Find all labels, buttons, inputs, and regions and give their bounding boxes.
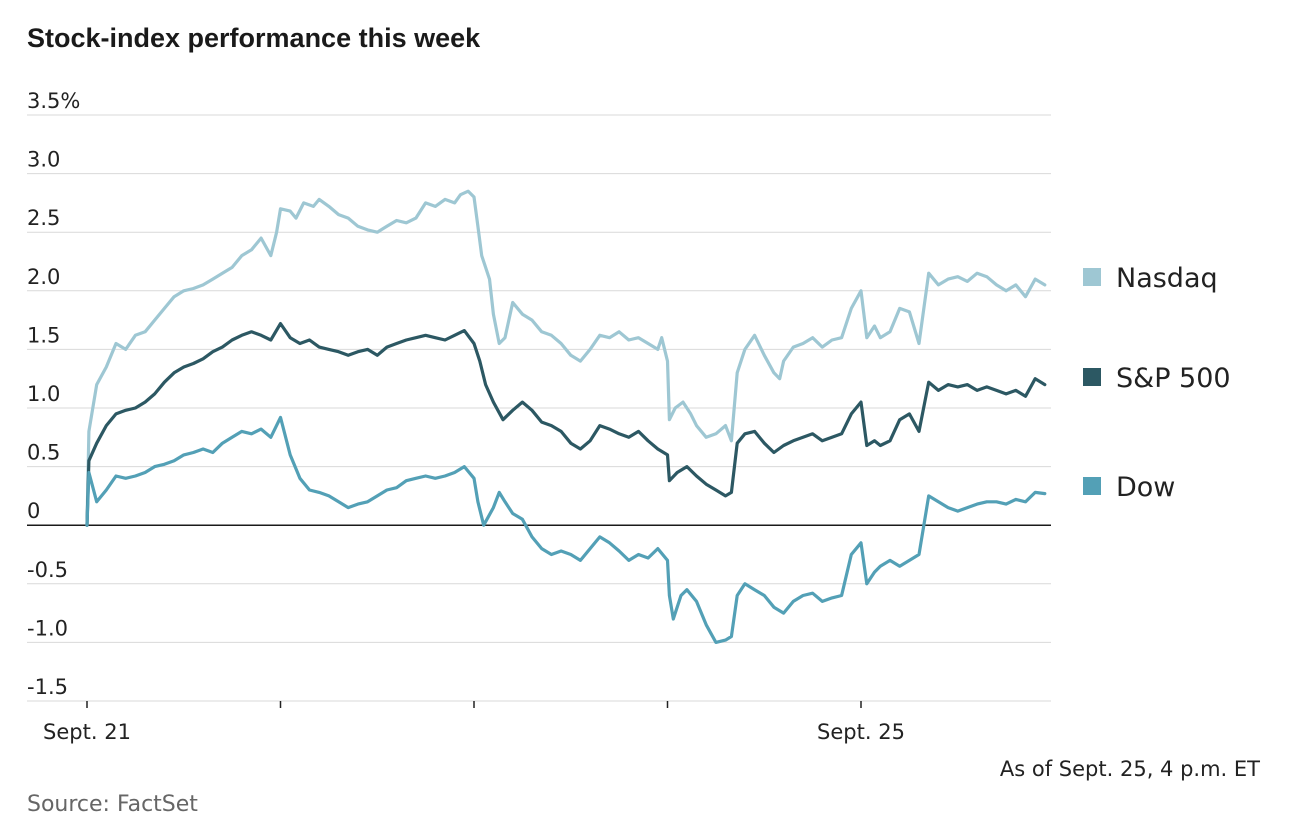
y-tick-label: 1.5 xyxy=(27,323,60,347)
y-tick-label: -1.5 xyxy=(27,675,68,699)
y-tick-label: 2.5 xyxy=(27,206,60,230)
y-tick-label: -0.5 xyxy=(27,558,68,582)
legend-swatch xyxy=(1083,368,1101,386)
y-tick-label: 0 xyxy=(27,499,40,523)
legend-swatch xyxy=(1083,268,1101,286)
timestamp-note: As of Sept. 25, 4 p.m. ET xyxy=(1000,757,1260,781)
series-line-nasdaq xyxy=(85,189,1047,527)
series-lines xyxy=(85,189,1047,644)
legend-label: Dow xyxy=(1116,472,1175,503)
x-tick-label: Sept. 25 xyxy=(817,720,905,744)
y-tick-label: -1.0 xyxy=(27,616,68,640)
source-label: Source: FactSet xyxy=(27,792,198,817)
y-tick-label: 3.5% xyxy=(27,89,80,113)
y-axis-ticks: 3.5% 3.0 2.5 2.0 1.5 1.0 0.5 0 -0.5 -1.0 -1.5 xyxy=(27,89,80,699)
legend: Nasdaq S&P 500 Dow xyxy=(1083,263,1231,503)
gridlines xyxy=(27,114,1051,702)
legend-swatch xyxy=(1083,477,1101,495)
y-tick-label: 1.0 xyxy=(27,382,60,406)
y-tick-label: 0.5 xyxy=(27,441,60,465)
x-axis-ticks: Sept. 21 Sept. 25 xyxy=(43,701,905,744)
legend-label: Nasdaq xyxy=(1116,263,1218,294)
series-line-dow xyxy=(85,415,1047,644)
y-tick-label: 2.0 xyxy=(27,265,60,289)
y-tick-label: 3.0 xyxy=(27,148,60,172)
x-tick-label: Sept. 21 xyxy=(43,720,131,744)
chart-title: Stock-index performance this week xyxy=(27,23,481,53)
series-line-s-p-500 xyxy=(85,322,1047,527)
legend-label: S&P 500 xyxy=(1116,363,1231,394)
